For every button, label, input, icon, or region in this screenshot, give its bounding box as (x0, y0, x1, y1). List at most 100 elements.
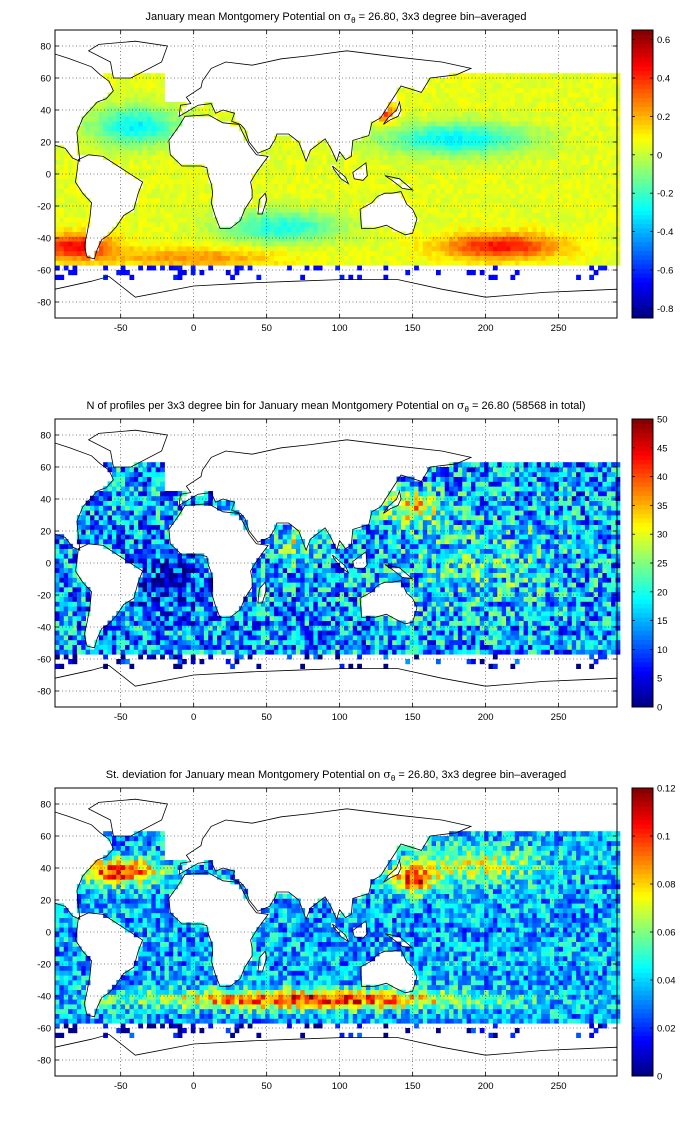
data-cell (278, 164, 284, 170)
data-cell (510, 145, 516, 151)
data-cell (422, 178, 428, 184)
data-cell (186, 553, 192, 559)
data-cell (392, 130, 397, 136)
data-cell (435, 217, 441, 223)
colorbar-step (632, 304, 653, 310)
data-cell (282, 198, 288, 204)
data-cell (208, 236, 214, 242)
data-cell (484, 246, 489, 252)
data-cell (541, 202, 546, 208)
data-cell (615, 121, 621, 127)
data-cell (208, 202, 214, 208)
data-cell (326, 246, 332, 252)
data-cell (116, 515, 122, 521)
data-cell (357, 222, 362, 228)
data-cell (142, 515, 148, 521)
data-cell (151, 630, 157, 636)
data-cell (186, 567, 192, 573)
data-cell (138, 193, 143, 199)
data-cell (76, 591, 82, 597)
data-cell (545, 207, 551, 213)
data-cell (527, 198, 533, 204)
data-cell (584, 130, 590, 136)
data-cell (234, 222, 240, 228)
data-cell (510, 102, 516, 108)
data-cell (326, 212, 332, 218)
data-cell (571, 87, 577, 93)
data-cell (160, 82, 165, 88)
data-cell (68, 236, 73, 242)
data-cell (479, 207, 485, 213)
data-cell (203, 222, 209, 228)
data-cell (422, 198, 428, 204)
data-cell (151, 654, 157, 660)
data-cell (146, 150, 152, 156)
data-cell (133, 539, 139, 545)
data-cell (606, 130, 612, 136)
data-cell (440, 126, 446, 132)
data-cell (138, 212, 143, 218)
data-cell (593, 250, 599, 256)
data-cell (252, 231, 257, 237)
data-cell (549, 246, 555, 252)
data-cell (300, 188, 306, 194)
data-cell (418, 231, 424, 237)
data-cell (129, 471, 135, 477)
data-cell (379, 140, 384, 146)
data-cell (602, 92, 608, 98)
data-cell (155, 212, 161, 218)
data-cell (611, 193, 616, 199)
data-cell (68, 596, 73, 602)
data-cell (269, 207, 275, 213)
data-cell (146, 202, 152, 208)
colorbar-step (632, 223, 653, 229)
data-cell (584, 260, 590, 266)
data-cell (168, 121, 174, 127)
data-cell (160, 639, 165, 645)
data-cell (611, 236, 616, 242)
data-cell (523, 140, 529, 146)
data-cell (383, 260, 389, 266)
data-cell (190, 620, 196, 626)
data-cell (593, 231, 599, 237)
data-cell (422, 106, 428, 112)
data-cell (361, 241, 367, 247)
data-cell (506, 121, 511, 127)
data-cell (492, 121, 498, 127)
data-cell (186, 236, 192, 242)
data-cell (217, 231, 222, 237)
data-cell (405, 111, 411, 117)
data-cell (146, 567, 152, 573)
data-cell (265, 236, 270, 242)
data-cell (72, 591, 78, 597)
data-cell (300, 193, 306, 199)
data-cell (545, 121, 551, 127)
data-cell (151, 154, 157, 160)
data-cell (611, 150, 616, 156)
data-cell (142, 246, 148, 252)
data-cell (322, 174, 327, 180)
data-cell (440, 140, 446, 146)
data-cell (545, 145, 551, 151)
data-cell (383, 246, 389, 252)
data-cell (287, 231, 292, 237)
data-cell (195, 567, 200, 573)
data-cell (409, 116, 415, 122)
data-cell (527, 183, 533, 189)
data-cell (523, 159, 529, 165)
data-cell (584, 140, 590, 146)
data-cell (444, 250, 450, 256)
data-cell (580, 145, 586, 151)
data-cell (488, 217, 494, 223)
data-cell (435, 222, 441, 228)
data-cell (269, 169, 275, 175)
data-cell (68, 217, 73, 223)
data-cell (173, 231, 179, 237)
data-cell (138, 231, 143, 237)
data-cell (497, 246, 503, 252)
data-cell (514, 217, 520, 223)
data-cell (160, 515, 165, 521)
data-cell (225, 231, 231, 237)
data-cell (63, 587, 69, 593)
data-cell (457, 246, 463, 252)
